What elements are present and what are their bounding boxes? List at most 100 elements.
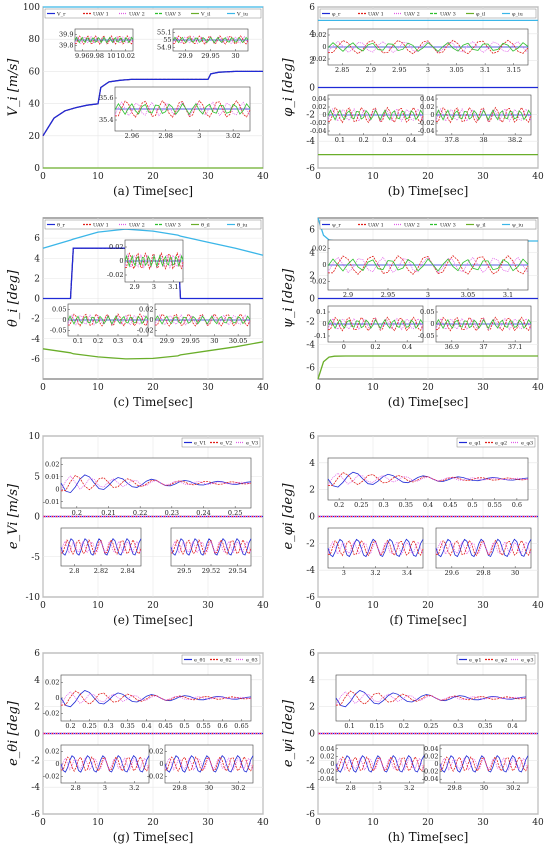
inset-x-tick-label: 3.05 (461, 291, 475, 299)
inset-y-tick-label: 0 (322, 320, 326, 328)
inset-frame (335, 744, 425, 784)
inset-x-tick-label: 9.96 (75, 52, 89, 60)
inset-x-tick-label: 37 (479, 343, 487, 351)
inset-y-tick-label: 55.1 (157, 29, 171, 37)
y-tick-label: -10 (26, 593, 41, 603)
y-tick-label: 4 (34, 254, 40, 264)
inset-x-tick-label: 0.25 (424, 722, 438, 730)
inset-y-tick-label: 0 (55, 485, 59, 493)
inset-curve (114, 101, 251, 117)
inset-curve (60, 538, 142, 556)
inset-curve (60, 475, 252, 491)
legend-entry: UAV 1 (93, 223, 109, 229)
inset-3: 29.6 29.8 30 (435, 527, 532, 577)
inset-y-tick-label: -0.02 (310, 55, 327, 63)
inset-x-tick-label: 29.9 (178, 52, 192, 60)
inset-x-tick-label: 0.65 (234, 722, 248, 730)
legend-entry: e_φ1 (469, 441, 481, 447)
inset-x-tick-label: 0.35 (478, 722, 492, 730)
legend-entry: e_V3 (246, 441, 258, 447)
y-axis-label: e_φi [deg] (281, 483, 296, 550)
y-axis-label: V_i [m/s] (6, 58, 21, 117)
inset-x-tick-label: 29.95 (181, 337, 200, 345)
inset-y-tick-label: 55 (163, 36, 171, 44)
inset-curve (327, 40, 529, 54)
inset-curve (74, 36, 134, 44)
x-tick-label: 10 (92, 383, 104, 393)
inset-x-tick-label: 30 (511, 569, 519, 577)
inset-y-tick-label: -0.02 (43, 709, 60, 717)
x-tick-label: 0 (40, 818, 46, 828)
y-axis-label: e_Vi [m/s] (6, 483, 21, 549)
series-2 (317, 355, 538, 380)
x-tick-label: 0 (315, 383, 321, 393)
inset-x-tick-label: 30 (480, 784, 488, 792)
inset-y-tick-label: -0.04 (418, 127, 435, 135)
y-tick-label: 2 (309, 486, 315, 496)
legend-entry: e_θ1 (194, 658, 206, 664)
inset-y-tick-label: 0 (55, 760, 59, 768)
x-tick-label: 20 (147, 601, 159, 611)
legend-box (181, 437, 261, 448)
inset-x-tick-label: 0.2 (370, 343, 380, 351)
y-tick-label: -4 (31, 335, 40, 345)
legend-entry: ψ_r (332, 223, 341, 229)
y-tick-label: 4 (309, 30, 315, 40)
inset-x-tick-label: 0.15 (369, 722, 383, 730)
inset-x-tick-label: 0.23 (165, 509, 179, 517)
inset-x-tick-label: 0.24 (196, 509, 210, 517)
inset-x-tick-label: 0.25 (354, 501, 368, 509)
y-tick-label: -6 (306, 593, 315, 603)
inset-curve (327, 317, 424, 331)
inset-x-tick-label: 0.6 (217, 722, 227, 730)
inset-x-tick-label: 2.95 (381, 291, 395, 299)
inset-curve (172, 36, 249, 44)
inset-x-tick-label: 0.3 (378, 501, 388, 509)
inset-x-tick-label: 0.4 (141, 722, 151, 730)
y-tick-label: -2 (31, 315, 40, 325)
inset-y-tick-label: -0.02 (107, 271, 124, 279)
legend-entry: e_θ3 (246, 658, 258, 664)
x-tick-label: 40 (257, 818, 269, 828)
inset-x-tick-label: 0.55 (487, 501, 501, 509)
inset-curve (327, 540, 424, 556)
inset-x-tick-label: 0.4 (406, 136, 416, 144)
inset-x-tick-label: 0.3 (103, 722, 113, 730)
inset-2: 3 3.2 3.4 (327, 527, 424, 577)
inset-x-tick-label: 2.84 (120, 567, 134, 575)
inset-frame (60, 674, 252, 722)
inset-frame (60, 527, 142, 567)
inset-x-tick-label: 0.4 (402, 343, 412, 351)
inset-x-tick-label: 29.52 (202, 567, 221, 575)
y-axis-label: φ_i [deg] (281, 57, 296, 116)
legend-entry: V_r (56, 12, 66, 18)
inset-1: 0.2 0.25 0.3 0.35 0.4 0.45 0.5 0.55 0.6 (327, 457, 529, 509)
y-axis-label: e_θi [deg] (6, 700, 21, 766)
x-tick-label: 30 (477, 601, 489, 611)
inset-x-tick-label: 0.4 (423, 501, 433, 509)
inset-y-tick-label: 0.1 (316, 308, 326, 316)
inset-x-tick-label: 3.02 (226, 132, 240, 140)
legend: e_V1 e_V2 e_V3 (181, 437, 261, 448)
x-tick-label: 10 (367, 383, 379, 393)
inset-x-tick-label: 0.45 (443, 501, 457, 509)
y-tick-label: 4 (309, 249, 315, 259)
legend-entry: φ_il (476, 12, 486, 18)
legend-entry: UAV 3 (165, 12, 181, 18)
y-tick-label: -2 (31, 756, 40, 766)
y-tick-label: 0 (309, 295, 315, 305)
inset-y-tick-label: 0.02 (45, 747, 59, 755)
inset-y-tick-label: 0 (430, 320, 434, 328)
inset-curve (115, 100, 251, 118)
inset-y-tick-label: -0.04 (318, 775, 335, 783)
y-tick-label: 0 (309, 84, 315, 94)
inset-2: 0 0.2 0.4 -0.1 0 0.1 (314, 305, 424, 351)
inset-curve (435, 318, 532, 330)
x-tick-label: 40 (532, 818, 544, 828)
inset-x-tick-label: 0.6 (512, 501, 522, 509)
y-tick-label: 4 (309, 459, 315, 469)
legend-entry: e_ψ2 (495, 658, 508, 664)
